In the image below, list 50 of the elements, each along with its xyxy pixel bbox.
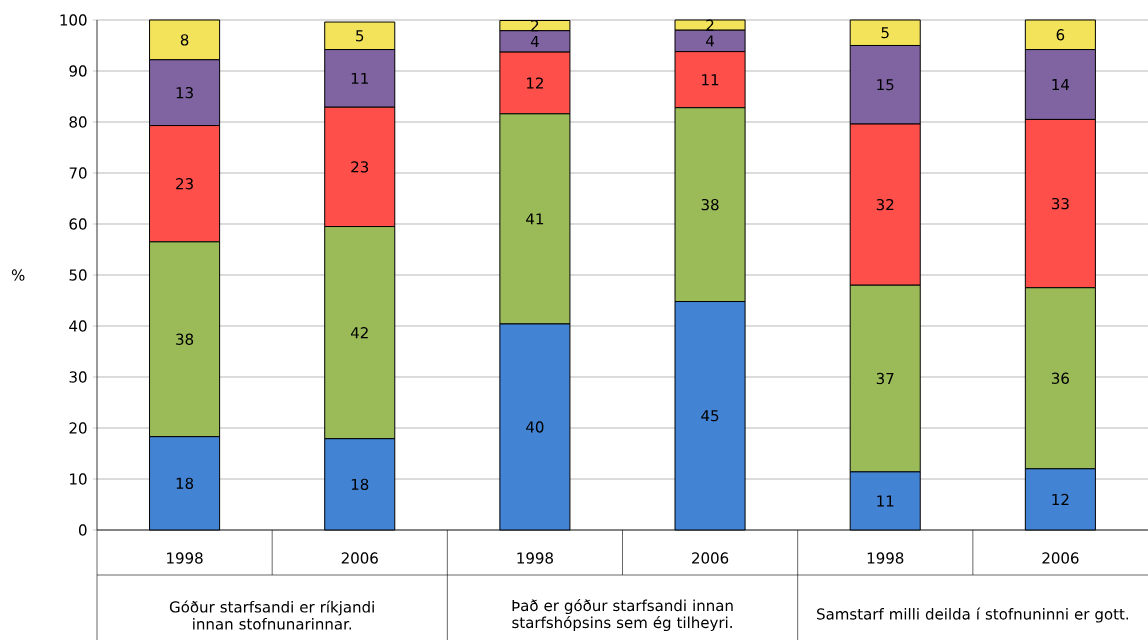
- y-tick-label: 80: [69, 116, 87, 128]
- data-label: 4: [530, 35, 539, 47]
- data-label: 13: [176, 86, 193, 99]
- data-label: 38: [701, 198, 719, 211]
- data-label: 5: [356, 30, 364, 42]
- data-label: 14: [1052, 79, 1070, 90]
- data-label: 5: [881, 27, 889, 39]
- data-label: 2: [706, 19, 714, 31]
- x-tick-label: 1998: [867, 552, 904, 564]
- x-tick-label: 2006: [1042, 552, 1079, 564]
- y-tick-label: 100: [60, 14, 87, 26]
- data-label: 11: [702, 74, 719, 86]
- y-tick-label: 70: [69, 167, 87, 179]
- y-tick-label: 50: [69, 269, 87, 281]
- data-label: 11: [877, 495, 894, 507]
- data-label: 40: [526, 421, 544, 433]
- text: Það er góður starfsandi innan starfshópsins sem ég tilheyri.: [512, 598, 733, 632]
- text: Samstarf milli deilda í stofnuninni er gott.: [817, 607, 1129, 623]
- y-tick-label: 20: [69, 422, 87, 434]
- data-label: 23: [176, 178, 193, 190]
- y-axis-title: %: [11, 269, 25, 281]
- data-label: 4: [706, 35, 714, 47]
- data-label: 15: [877, 79, 894, 91]
- data-label: 45: [701, 410, 719, 422]
- x-tick-label: 2006: [341, 552, 378, 564]
- data-label: 38: [176, 333, 194, 345]
- x-tick-label: 1998: [167, 552, 203, 564]
- data-label: 32: [876, 198, 894, 211]
- data-label: 12: [1052, 493, 1069, 505]
- y-tick-label: 30: [69, 371, 87, 383]
- data-label: 6: [1056, 29, 1065, 41]
- data-label: 8: [180, 34, 189, 46]
- data-label: 41: [526, 213, 544, 225]
- data-label: 42: [350, 327, 368, 339]
- y-tick-label: 60: [69, 218, 87, 230]
- y-tick-label: 40: [69, 320, 87, 332]
- data-label: 12: [526, 77, 543, 89]
- data-label: 18: [176, 477, 194, 490]
- data-label: 33: [1051, 197, 1069, 210]
- data-label: 11: [351, 72, 368, 84]
- text: Góður starfsandi er ríkjandi innan stofnunarinnar.: [169, 600, 374, 630]
- data-label: 37: [876, 372, 894, 385]
- x-tick-label: 1998: [517, 552, 553, 564]
- x-tick-label: 2006: [692, 552, 729, 564]
- data-label: 36: [1051, 372, 1069, 384]
- y-tick-label: 90: [69, 65, 87, 77]
- data-label: 23: [351, 161, 369, 173]
- y-tick-label: 10: [70, 473, 87, 485]
- y-tick-label: 0: [78, 524, 87, 536]
- data-label: 18: [351, 478, 369, 491]
